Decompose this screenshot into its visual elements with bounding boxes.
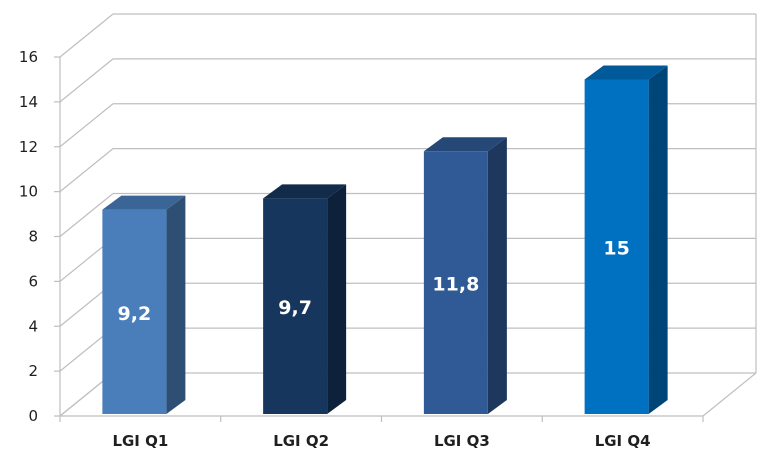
bar-side <box>648 65 668 414</box>
gridline-side <box>59 193 114 237</box>
bar-top <box>102 195 186 210</box>
data-label: 11,8 <box>432 274 479 296</box>
y-tick-label: 4 <box>28 317 38 335</box>
bar-side <box>487 137 507 415</box>
y-tick-label: 16 <box>19 48 38 66</box>
gridline-side <box>59 103 114 148</box>
data-label: 9,7 <box>278 297 312 319</box>
y-tick-label: 10 <box>19 183 38 201</box>
chart-bars <box>102 65 668 415</box>
y-tick-label: 12 <box>19 138 38 156</box>
chart-axes <box>54 56 704 422</box>
gridline-side <box>59 58 114 103</box>
x-category-label: LGI Q4 <box>595 432 651 450</box>
data-label: 15 <box>603 238 629 260</box>
bar <box>102 209 167 414</box>
x-category-label: LGI Q1 <box>112 432 168 450</box>
chart-labels: 0 2 4 6 8 10 12 14 16 9,2 LGI Q1 9,7 LGI Q2 11,8 LGI Q… <box>19 48 651 450</box>
floor-right-edge <box>702 372 757 417</box>
gridline-side <box>59 13 114 58</box>
data-label: 9,2 <box>118 303 152 325</box>
bar-side <box>166 195 186 414</box>
bar-top <box>584 65 668 80</box>
y-tick-label: 0 <box>28 407 38 425</box>
bar <box>584 79 649 414</box>
x-category-label: LGI Q2 <box>273 432 329 450</box>
bar-side <box>327 184 347 414</box>
bar-top <box>263 184 347 199</box>
bar-top <box>423 137 507 152</box>
y-tick-label: 8 <box>28 228 38 246</box>
y-tick-label: 6 <box>28 272 38 290</box>
x-category-label: LGI Q3 <box>434 432 490 450</box>
y-tick-label: 2 <box>28 362 38 380</box>
gridline-side <box>59 148 114 193</box>
y-tick-label: 14 <box>19 93 38 111</box>
bar <box>423 151 488 415</box>
bar <box>263 198 328 414</box>
